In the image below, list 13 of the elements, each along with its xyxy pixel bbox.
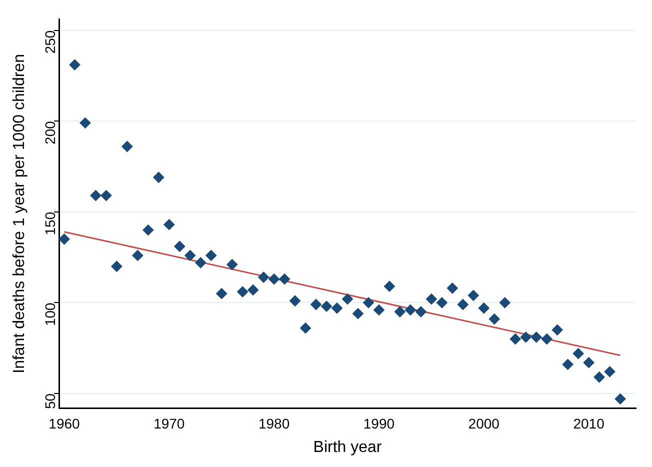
x-tick-label: 1990: [363, 415, 395, 432]
x-tick-label: 1960: [48, 415, 80, 432]
x-tick-label: 2000: [468, 415, 500, 432]
y-tick-label: 50: [42, 393, 58, 410]
x-axis-title: Birth year: [313, 438, 382, 456]
y-tick-label: 250: [42, 30, 58, 54]
y-tick-label: 150: [42, 212, 58, 236]
y-tick-label: 100: [42, 302, 58, 326]
x-tick-label: 2010: [573, 415, 605, 432]
x-tick-label: 1980: [258, 415, 290, 432]
y-axis-title: Infant deaths before 1 year per 1000 children: [11, 54, 28, 374]
y-tick-label: 200: [42, 120, 58, 144]
x-tick-label: 1970: [154, 415, 185, 432]
